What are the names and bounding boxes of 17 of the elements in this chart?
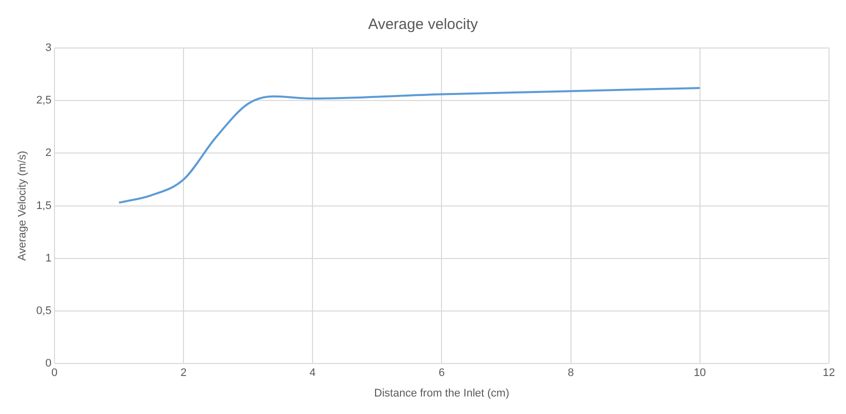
x-tick-label: 10 [694, 367, 706, 380]
y-tick-label: 0,5 [36, 305, 52, 318]
y-tick-label: 0 [45, 358, 52, 370]
y-tick-label: 3 [45, 42, 52, 54]
x-axis-title: Distance from the Inlet (cm) [374, 387, 510, 400]
x-tick-label: 2 [180, 367, 187, 380]
x-tick-label: 12 [822, 367, 836, 380]
y-tick-label: 1,5 [36, 200, 52, 212]
y-tick-label: 2,5 [36, 94, 52, 107]
chart-title: Average velocity [368, 16, 478, 34]
y-tick-label: 2 [45, 147, 52, 160]
x-tick-label: 6 [438, 367, 445, 380]
x-tick-label: 4 [310, 367, 316, 380]
x-tick-label: 8 [568, 367, 574, 380]
line-series [118, 86, 701, 204]
y-tick-label: 1 [45, 252, 52, 264]
y-axis-title: Average Velocity (m/s) [16, 150, 29, 261]
